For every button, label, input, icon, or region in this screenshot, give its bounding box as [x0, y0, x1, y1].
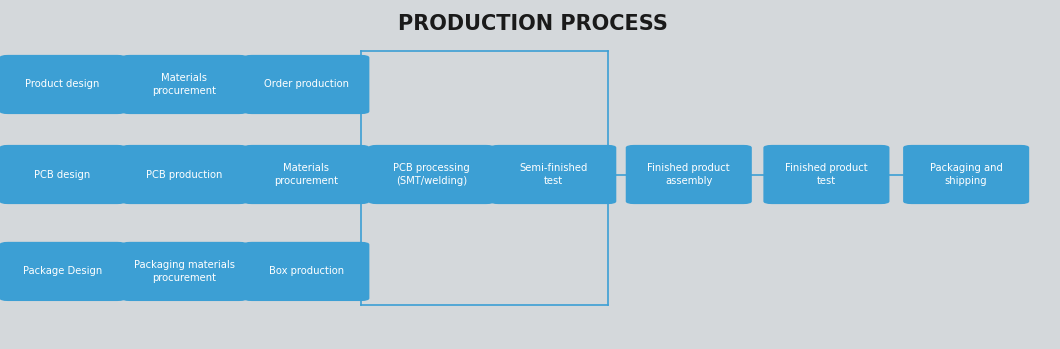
Text: PCB processing
(SMT/welding): PCB processing (SMT/welding) [393, 163, 470, 186]
Text: PRODUCTION PROCESS: PRODUCTION PROCESS [399, 14, 668, 34]
Text: PCB production: PCB production [146, 170, 223, 179]
FancyBboxPatch shape [368, 145, 494, 204]
Text: Finished product
assembly: Finished product assembly [648, 163, 730, 186]
FancyBboxPatch shape [122, 55, 247, 114]
FancyBboxPatch shape [244, 145, 369, 204]
FancyBboxPatch shape [0, 55, 126, 114]
Text: PCB design: PCB design [35, 170, 91, 179]
Text: Product design: Product design [25, 80, 100, 89]
FancyBboxPatch shape [625, 145, 752, 204]
FancyBboxPatch shape [122, 145, 247, 204]
FancyBboxPatch shape [122, 242, 247, 301]
FancyBboxPatch shape [0, 242, 126, 301]
Text: Package Design: Package Design [23, 266, 102, 276]
Text: Materials
procurement: Materials procurement [275, 163, 338, 186]
Text: Box production: Box production [269, 266, 343, 276]
FancyBboxPatch shape [244, 242, 369, 301]
Text: Packaging and
shipping: Packaging and shipping [930, 163, 1003, 186]
Text: Order production: Order production [264, 80, 349, 89]
FancyBboxPatch shape [0, 145, 126, 204]
FancyBboxPatch shape [903, 145, 1029, 204]
FancyBboxPatch shape [244, 55, 369, 114]
FancyBboxPatch shape [763, 145, 889, 204]
Text: Finished product
test: Finished product test [785, 163, 868, 186]
FancyBboxPatch shape [490, 145, 616, 204]
Text: Semi-finished
test: Semi-finished test [519, 163, 587, 186]
Text: Packaging materials
procurement: Packaging materials procurement [134, 260, 235, 283]
Text: Materials
procurement: Materials procurement [153, 73, 216, 96]
